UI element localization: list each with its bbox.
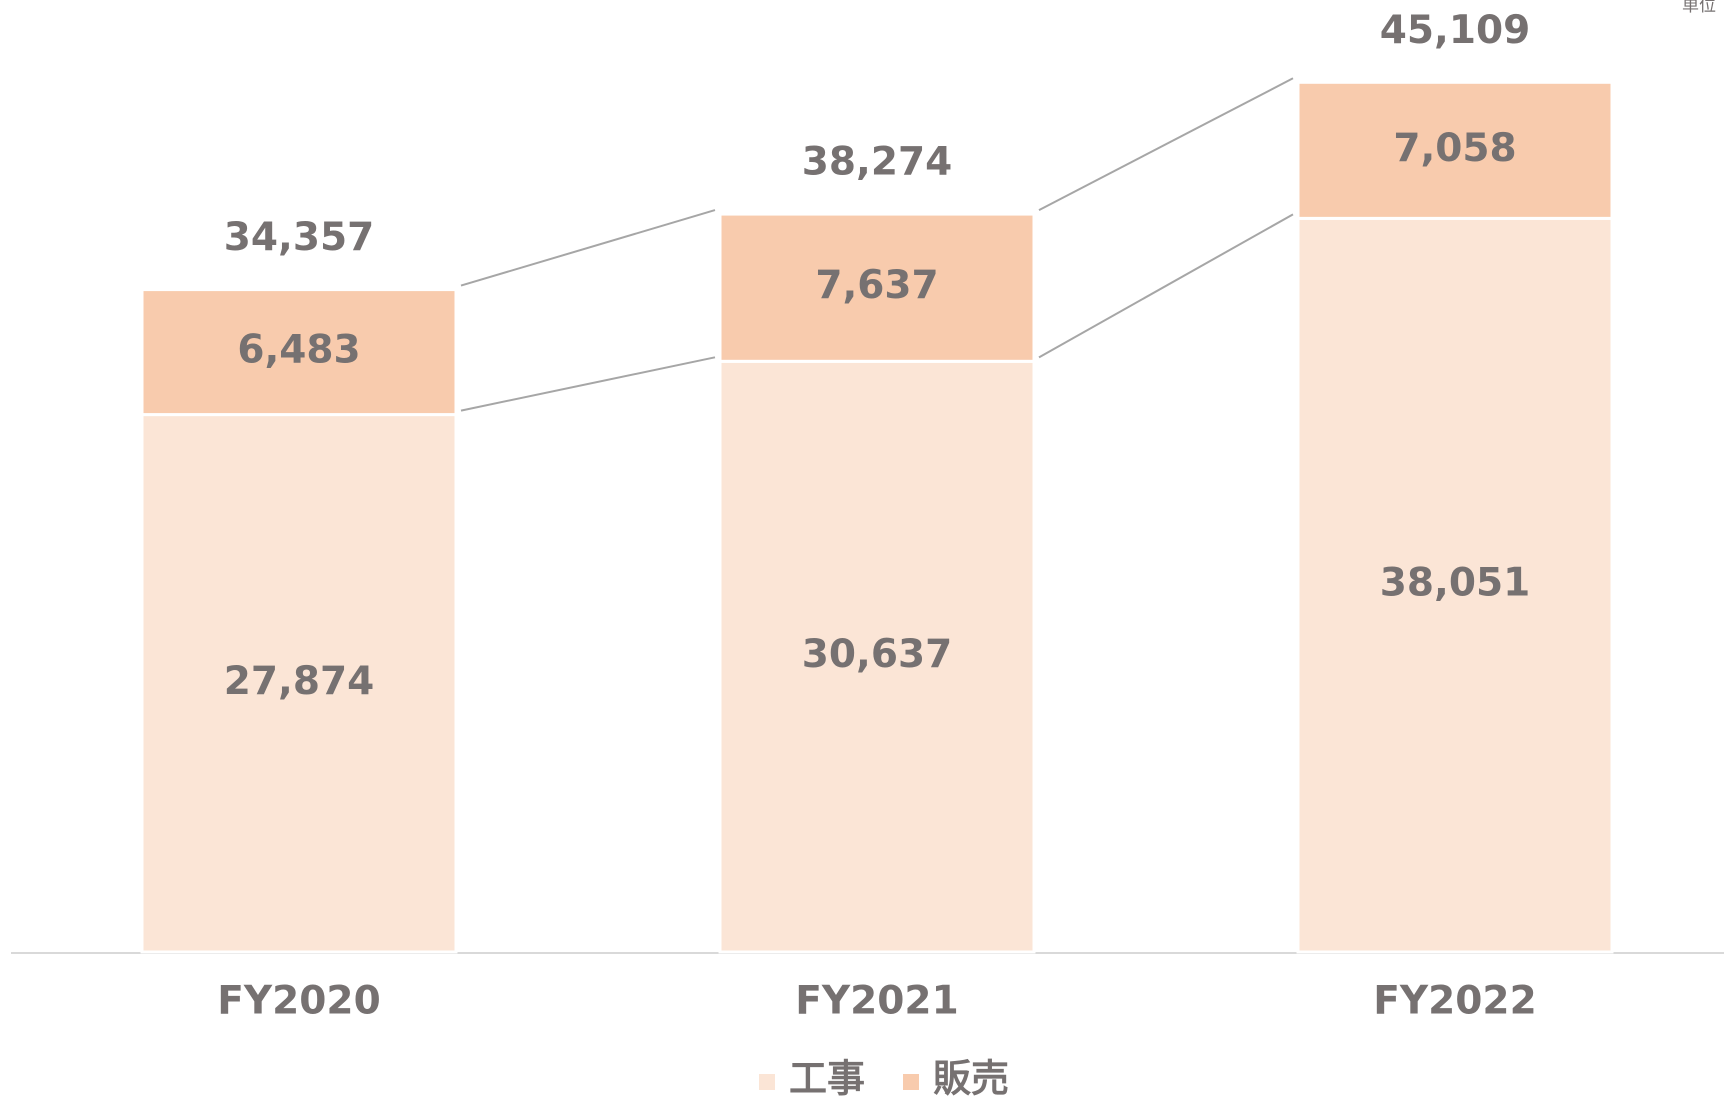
data-label: 6,483 bbox=[237, 328, 360, 373]
bar-segment bbox=[140, 288, 458, 417]
x-tick-label: FY2022 bbox=[1373, 979, 1536, 1024]
unit-label: 単位 bbox=[1682, 0, 1716, 16]
bar-segment bbox=[718, 359, 1036, 954]
data-label: 27,874 bbox=[224, 659, 375, 704]
total-label: 45,109 bbox=[1380, 8, 1531, 53]
x-tick-label: FY2020 bbox=[217, 979, 380, 1024]
connector-line bbox=[1038, 77, 1294, 211]
legend-label: 販売 bbox=[933, 1057, 1009, 1098]
connector-line bbox=[460, 209, 716, 287]
bar-segment bbox=[1296, 216, 1614, 954]
bar-segment bbox=[718, 212, 1036, 363]
legend-swatch bbox=[759, 1074, 775, 1090]
legend-swatch bbox=[903, 1074, 919, 1090]
legend-label: 工事 bbox=[789, 1057, 865, 1098]
bar-segment bbox=[140, 413, 458, 954]
data-label: 7,058 bbox=[1393, 126, 1516, 171]
total-label: 34,357 bbox=[224, 215, 375, 260]
total-label: 38,274 bbox=[802, 140, 953, 185]
x-tick-label: FY2021 bbox=[795, 979, 958, 1024]
data-label: 7,637 bbox=[815, 263, 938, 308]
data-label: 30,637 bbox=[802, 632, 953, 677]
bar-segment bbox=[1296, 80, 1614, 220]
connector-line bbox=[1038, 213, 1294, 359]
data-label: 38,051 bbox=[1380, 561, 1531, 606]
connector-line bbox=[460, 356, 716, 412]
